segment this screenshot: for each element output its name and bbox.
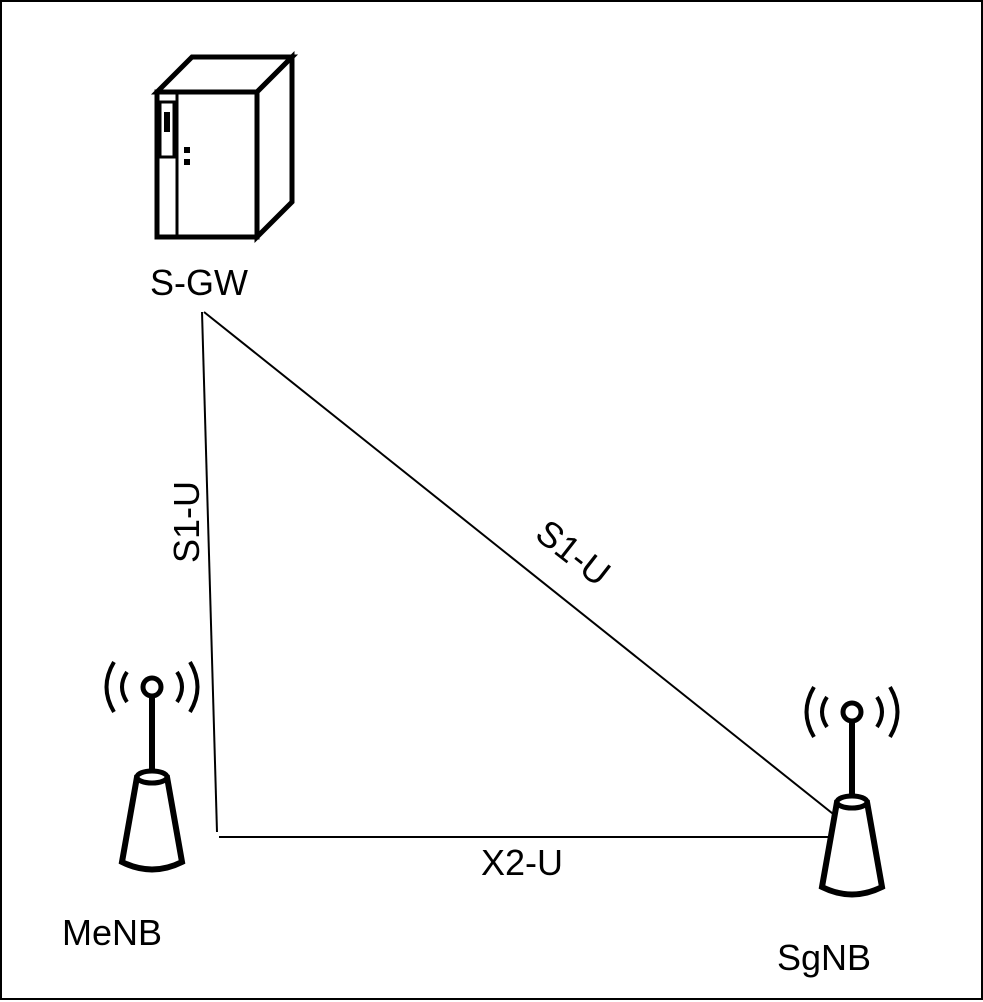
network-diagram: S-GW MeNB SgNB S1-U S1-U X2-U (0, 0, 983, 1000)
server-icon (122, 37, 322, 257)
label-sgnb: SgNB (777, 937, 871, 979)
edge-sgw-sgnb (204, 312, 862, 837)
antenna-icon-sgnb (772, 662, 932, 912)
label-menb: MeNB (62, 912, 162, 954)
label-edge-menb-sgnb: X2-U (477, 842, 567, 884)
antenna-icon-menb (72, 637, 232, 887)
label-edge-sgw-menb: S1-U (166, 481, 208, 563)
label-sgw: S-GW (150, 262, 248, 304)
